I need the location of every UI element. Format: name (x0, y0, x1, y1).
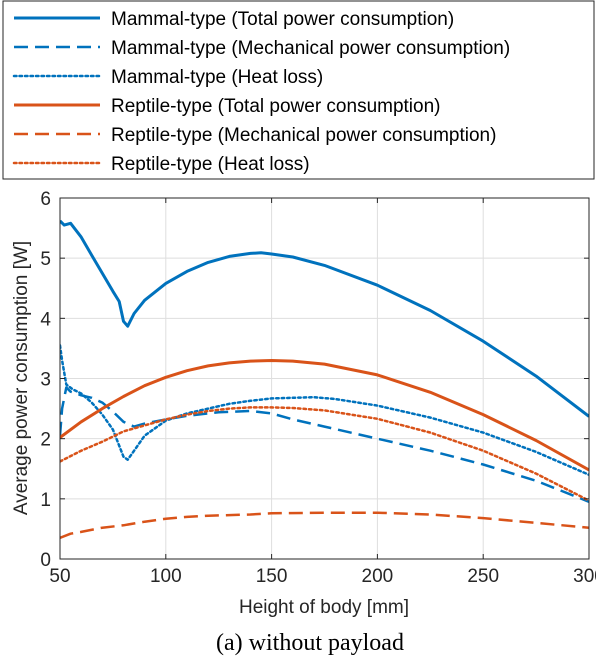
series-line-5 (60, 511, 589, 540)
figure-caption: (a) without payload (216, 630, 404, 656)
legend-label-2: Mammal-type (Mechanical power consumptio… (111, 38, 510, 59)
y-tick-label: 4 (40, 309, 51, 330)
legend-label-4: Reptile-type (Total power consumption) (111, 96, 441, 117)
x-tick-label: 250 (467, 566, 499, 587)
series-line-6 (60, 406, 589, 502)
plot-area: 50 100 150 200 250 300 0 1 2 3 4 5 6 (40, 189, 596, 587)
y-tick-label: 5 (40, 249, 51, 270)
y-axis-label: Average power consumption [W] (11, 241, 32, 515)
ticks: 50 100 150 200 250 300 0 1 2 3 4 5 6 (40, 189, 596, 587)
series-line-4 (60, 359, 589, 472)
x-tick-label: 100 (150, 566, 182, 587)
series-line-3 (60, 344, 589, 477)
x-axis-label: Height of body [mm] (239, 597, 409, 618)
legend: Mammal-type (Total power consumption) Mam… (2, 0, 595, 180)
y-tick-label: 2 (40, 430, 51, 451)
legend-box (2, 0, 595, 180)
legend-label-3: Mammal-type (Heat loss) (111, 67, 323, 88)
y-tick-label: 0 (40, 550, 51, 571)
x-tick-label: 200 (362, 566, 394, 587)
series-layer (60, 219, 589, 540)
x-tick-label: 150 (256, 566, 288, 587)
y-tick-label: 1 (40, 490, 51, 511)
legend-label-1: Mammal-type (Total power consumption) (111, 9, 454, 30)
series-line-1 (60, 219, 589, 418)
y-tick-label: 6 (40, 189, 51, 210)
legend-label-6: Reptile-type (Heat loss) (111, 154, 310, 175)
y-tick-label: 3 (40, 370, 51, 391)
x-tick-label: 300 (573, 566, 596, 587)
x-tick-label: 50 (49, 566, 70, 587)
legend-label-5: Reptile-type (Mechanical power consumpti… (111, 125, 496, 146)
